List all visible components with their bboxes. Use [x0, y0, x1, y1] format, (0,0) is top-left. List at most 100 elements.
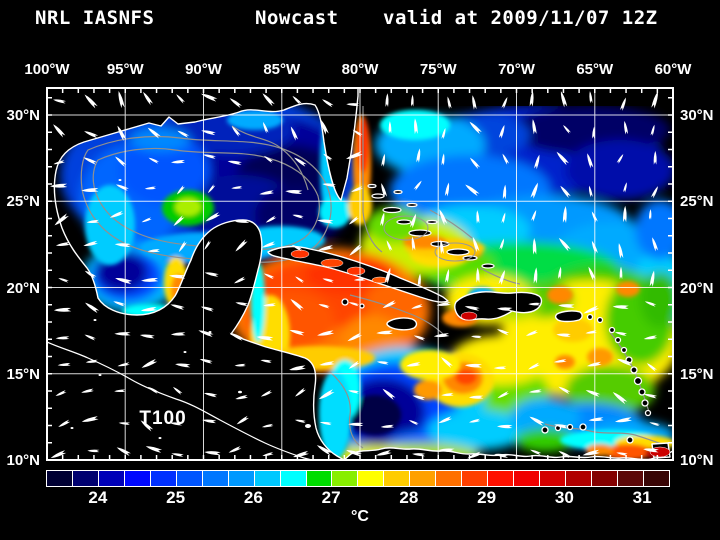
small-island: [579, 423, 587, 431]
latitude-label-right: 30°N: [680, 107, 714, 124]
field-blob: [120, 135, 210, 205]
inland-lake: [305, 424, 311, 428]
colorbar-cell: [358, 471, 385, 486]
field-blob: [565, 365, 655, 415]
colorbar-cell: [488, 471, 515, 486]
axis-labels: 100°W 95°W 90°W 85°W 80°W 75°W 70°W 65°W 60°W 30°…: [6, 61, 713, 469]
small-island: [566, 423, 574, 431]
landmass-puertorico: [554, 310, 583, 323]
small-island: [541, 426, 549, 434]
inland-lake: [118, 179, 122, 181]
latitude-label-left: 20°N: [6, 280, 40, 297]
colorbar-tick-label: 25: [166, 488, 186, 507]
latitude-label-left: 30°N: [6, 107, 40, 124]
field-blob: [547, 286, 573, 304]
bahamas-island: [367, 183, 377, 189]
contour-line: [349, 294, 445, 336]
small-island: [614, 336, 622, 344]
latitude-label-left: 10°N: [6, 452, 40, 469]
inland-lake: [238, 390, 242, 394]
shallow-bank-outline: [383, 215, 429, 241]
longitude-label: 65°W: [576, 61, 614, 78]
colorbar-cell: [47, 471, 73, 486]
bahamas-island: [406, 202, 418, 208]
colorbar-cell: [124, 471, 151, 486]
shallow-warm-pocket: [320, 258, 344, 268]
shallow-warm-pocket: [346, 266, 366, 276]
colorbar: [46, 470, 670, 487]
title-product: NRL IASNFS: [35, 7, 155, 29]
small-island: [630, 366, 638, 374]
colorbar-cell: [176, 471, 203, 486]
shallow-warm-pocket: [649, 446, 671, 458]
colorbar-tick-label: 24: [88, 488, 108, 507]
field-blob: [587, 348, 613, 366]
colorbar-cell: [72, 471, 99, 486]
field-blob: [640, 272, 672, 328]
bahamas-island: [408, 229, 432, 237]
field-blob: [604, 444, 652, 459]
small-island: [620, 346, 628, 354]
small-island: [638, 388, 646, 396]
colorbar-tick-label: 29: [477, 488, 497, 507]
field-blob: [400, 350, 460, 380]
shallow-warm-pocket: [290, 249, 310, 259]
small-island: [626, 436, 634, 444]
bahamas-island: [382, 206, 402, 214]
title-mode: Nowcast: [255, 7, 339, 29]
contour-line: [362, 106, 383, 253]
colorbar-cell: [150, 471, 177, 486]
colorbar-cell: [280, 471, 307, 486]
longitude-label: 60°W: [655, 61, 693, 78]
colorbar-tick-label: 31: [632, 488, 652, 507]
longitude-label: 95°W: [107, 61, 145, 78]
colorbar-cell: [306, 471, 333, 486]
bahamas-island: [396, 219, 412, 225]
field-blob: [414, 380, 442, 400]
bahamas-island: [393, 189, 403, 195]
colorbar-cell: [617, 471, 644, 486]
field-blob: [428, 410, 528, 450]
colorbar-tick-label: 28: [399, 488, 419, 507]
bahamas-island: [371, 193, 385, 199]
colorbar-cell: [254, 471, 281, 486]
small-island: [633, 376, 643, 386]
model-boundary-band: [356, 88, 673, 106]
colorbar-cell: [384, 471, 411, 486]
latitude-label-right: 25°N: [680, 193, 714, 210]
colorbar-tick-label: 27: [321, 488, 341, 507]
colorbar-cell: [410, 471, 437, 486]
longitude-label: 90°W: [185, 61, 223, 78]
small-island: [641, 399, 649, 407]
colorbar-cell: [540, 471, 567, 486]
longitude-label: 100°W: [24, 61, 70, 78]
colorbar-cell: [514, 471, 541, 486]
inland-lake: [183, 351, 187, 353]
current-vector-arrow: [470, 335, 482, 339]
field-blob: [130, 128, 190, 152]
longitude-label: 70°W: [498, 61, 536, 78]
colorbar-cell: [228, 471, 255, 486]
title-valid-time: valid at 2009/11/07 12Z: [383, 7, 658, 29]
bahamas-island: [481, 263, 495, 269]
colorbar-cell: [332, 471, 359, 486]
field-blob: [616, 281, 640, 297]
colorbar-cell: [202, 471, 229, 486]
graticule: [47, 88, 673, 460]
latitude-label-left: 15°N: [6, 366, 40, 383]
small-island: [341, 298, 349, 306]
colorbar-unit-label: °C: [351, 508, 369, 525]
shallow-bank-outline: [434, 242, 476, 262]
current-vector-arrow: [433, 332, 450, 339]
field-blob: [565, 140, 672, 200]
pacific-coastline: [48, 341, 311, 459]
colorbar-cell: [462, 471, 489, 486]
colorbar-cell: [98, 471, 125, 486]
field-variable-label: T100: [139, 408, 186, 429]
longitude-label: 85°W: [263, 61, 301, 78]
inland-lake: [98, 374, 102, 376]
field-blob: [175, 198, 201, 216]
map-frame: [46, 87, 674, 461]
